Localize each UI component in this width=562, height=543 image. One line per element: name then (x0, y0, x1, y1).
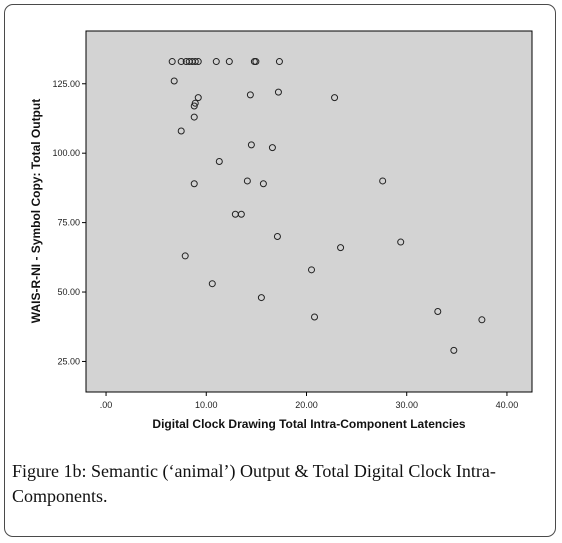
caption-text: Semantic (‘animal’) Output & Total Digit… (12, 461, 496, 506)
y-tick-label: 75.00 (57, 218, 80, 228)
data-point (177, 58, 185, 66)
data-point (257, 294, 265, 302)
data-point (273, 232, 281, 240)
y-axis: 25.00 50.00 75.00 100.00 125.00 (52, 79, 86, 366)
data-point (208, 280, 216, 288)
y-tick-label: 100.00 (52, 148, 80, 158)
data-point (190, 102, 198, 110)
data-point (331, 94, 339, 102)
data-point (274, 88, 282, 96)
x-tick-label: 10.00 (195, 400, 218, 410)
x-axis: .00 10.00 20.00 30.00 40.00 (100, 392, 518, 410)
figure-label: Figure 1b: (12, 461, 87, 481)
data-point (247, 141, 255, 149)
y-tick-label: 50.00 (57, 287, 80, 297)
data-point (337, 244, 345, 252)
data-point (194, 94, 202, 102)
x-tick-label: 20.00 (295, 400, 318, 410)
data-point (190, 113, 198, 121)
data-point (268, 144, 276, 152)
data-point (191, 58, 199, 66)
data-point (194, 58, 202, 66)
data-point (225, 58, 233, 66)
data-point (177, 127, 185, 135)
data-point (212, 58, 220, 66)
x-tick-label: 30.00 (395, 400, 418, 410)
x-tick-label: .00 (100, 400, 113, 410)
data-point (168, 58, 176, 66)
plot-area (85, 30, 533, 393)
data-point (170, 77, 178, 85)
data-point (379, 177, 387, 185)
x-axis-label: Digital Clock Drawing Total Intra-Compon… (152, 417, 465, 431)
y-tick-label: 25.00 (57, 356, 80, 366)
data-point (243, 177, 251, 185)
data-point (311, 313, 319, 321)
data-point (252, 58, 260, 66)
data-point (450, 346, 458, 354)
y-axis-label: WAIS-R-NI - Symbol Copy: Total Output (29, 99, 43, 323)
x-tick-label: 40.00 (496, 400, 519, 410)
figure-caption: Figure 1b: Semantic (‘animal’) Output & … (12, 459, 547, 509)
data-point (215, 158, 223, 166)
data-point (237, 210, 245, 218)
data-point (275, 58, 283, 66)
data-point (190, 180, 198, 188)
data-point (246, 91, 254, 99)
y-tick-label: 125.00 (52, 79, 80, 89)
data-point (181, 252, 189, 260)
data-point (434, 307, 442, 315)
data-point (397, 238, 405, 246)
data-point (478, 316, 486, 324)
data-points (168, 58, 486, 354)
data-point (259, 180, 267, 188)
data-point (308, 266, 316, 274)
